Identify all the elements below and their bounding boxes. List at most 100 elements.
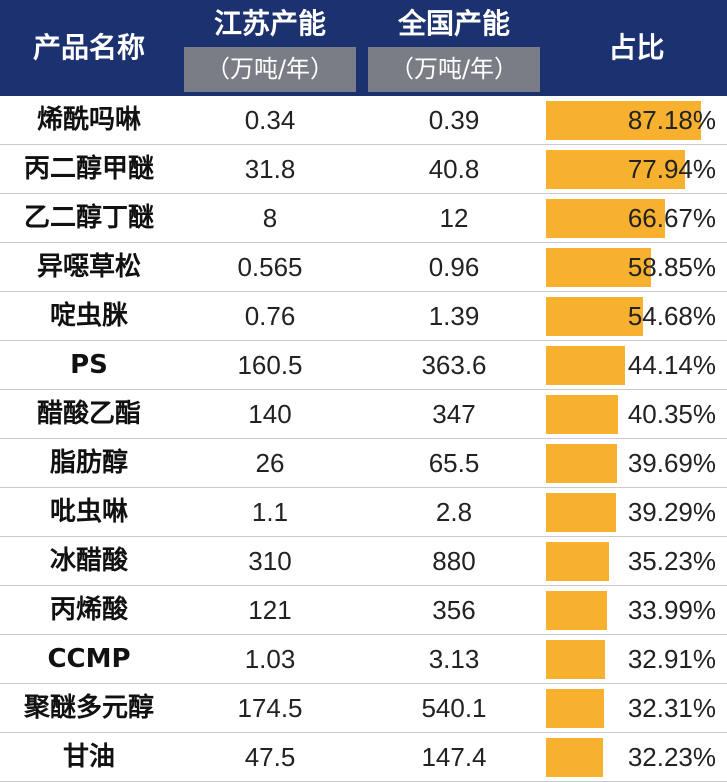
ratio-bar [546,297,644,336]
product-name-cell: 吡虫啉 [49,497,128,527]
table-header: 产品名称 江苏产能 全国产能 （万吨/年） （万吨/年） 占比 [0,0,727,96]
ratio-label: 44.14% [627,350,716,380]
national-capacity-cell: 40.8 [428,154,480,184]
national-capacity-cell: 356 [432,595,476,625]
row-divider [0,291,727,292]
ratio-bar [546,738,604,777]
jiangsu-capacity-cell: 310 [248,546,292,576]
table-row: 啶虫脒 0.76 1.39 54.68% [0,292,727,341]
jiangsu-capacity-cell: 26 [255,448,285,478]
ratio-bar [546,640,605,679]
ratio-bar [546,248,651,287]
row-divider [0,389,727,390]
row-divider [0,144,727,145]
table-row: 乙二醇丁醚 8 12 66.67% [0,194,727,243]
national-capacity-cell: 347 [432,399,476,429]
national-capacity-cell: 363.6 [421,350,487,380]
table-row: 异噁草松 0.565 0.96 58.85% [0,243,727,292]
ratio-label: 39.69% [627,448,716,478]
national-capacity-cell: 1.39 [428,301,480,331]
product-name-cell: 甘油 [62,742,115,772]
table-row: 醋酸乙酯 140 347 40.35% [0,390,727,439]
product-name-cell: PS [70,350,108,380]
national-capacity-cell: 880 [432,546,476,576]
ratio-bar [546,689,604,728]
ratio-bar [546,101,702,140]
row-divider [0,683,727,684]
jiangsu-capacity-cell: 1.03 [244,644,296,674]
row-divider [0,634,727,635]
jiangsu-capacity-cell: 174.5 [237,693,303,723]
table-row: 烯酰吗啉 0.34 0.39 87.18% [0,96,727,145]
ratio-label: 32.23% [627,742,716,772]
national-capacity-cell: 65.5 [428,448,480,478]
table-row: 吡虫啉 1.1 2.8 39.29% [0,488,727,537]
national-capacity-cell: 3.13 [428,644,480,674]
jiangsu-capacity-cell: 8 [262,203,278,233]
row-divider [0,438,727,439]
row-divider [0,340,727,341]
national-capacity-cell: 2.8 [435,497,473,527]
ratio-label: 66.67% [627,203,716,233]
national-capacity-cell: 0.39 [428,105,480,135]
row-divider [0,193,727,194]
ratio-bar [546,444,617,483]
product-name-cell: 脂肪醇 [49,448,128,478]
product-name-cell: 乙二醇丁醚 [23,203,154,233]
row-divider [0,536,727,537]
jiangsu-capacity-cell: 0.76 [244,301,296,331]
table-row: 冰醋酸 310 880 35.23% [0,537,727,586]
product-name-cell: 冰醋酸 [49,546,128,576]
ratio-label: 39.29% [627,497,716,527]
ratio-bar [546,591,607,630]
ratio-bar [546,150,685,189]
ratio-bar [546,493,616,532]
product-name-cell: 烯酰吗啉 [36,105,141,135]
ratio-label: 40.35% [627,399,716,429]
national-capacity-cell: 0.96 [428,252,480,282]
header-product-name: 产品名称 [32,31,145,64]
national-capacity-cell: 12 [439,203,469,233]
product-name-cell: CCMP [47,644,131,674]
header-jiangsu-capacity: 江苏产能 [213,7,326,40]
ratio-bar [546,542,609,581]
header-ratio: 占比 [608,31,665,64]
product-name-cell: 丙烯酸 [49,595,128,625]
jiangsu-capacity-cell: 0.565 [237,252,303,282]
header-national-capacity: 全国产能 [397,7,510,40]
jiangsu-capacity-cell: 47.5 [244,742,296,772]
jiangsu-capacity-cell: 140 [248,399,292,429]
row-divider [0,585,727,586]
product-name-cell: 聚醚多元醇 [23,693,154,723]
jiangsu-capacity-cell: 1.1 [251,497,289,527]
ratio-label: 77.94% [627,154,716,184]
product-name-cell: 异噁草松 [36,252,141,282]
table-row: PS 160.5 363.6 44.14% [0,341,727,390]
product-name-cell: 啶虫脒 [49,301,128,331]
table-row: 脂肪醇 26 65.5 39.69% [0,439,727,488]
ratio-label: 33.99% [627,595,716,625]
ratio-label: 35.23% [627,546,716,576]
jiangsu-capacity-cell: 160.5 [237,350,303,380]
jiangsu-capacity-cell: 0.34 [244,105,296,135]
table-row: 聚醚多元醇 174.5 540.1 32.31% [0,684,727,733]
national-capacity-cell: 540.1 [421,693,487,723]
header-jiangsu-unit: （万吨/年） [184,47,356,92]
table-row: 丙烯酸 121 356 33.99% [0,586,727,635]
ratio-label: 58.85% [627,252,716,282]
ratio-bar [546,346,625,385]
ratio-label: 32.31% [627,693,716,723]
ratio-bar [546,395,618,434]
product-name-cell: 醋酸乙酯 [36,399,141,429]
row-divider [0,487,727,488]
national-capacity-cell: 147.4 [421,742,487,772]
table-row: CCMP 1.03 3.13 32.91% [0,635,727,684]
row-divider [0,732,727,733]
ratio-label: 87.18% [627,105,716,135]
table-row: 甘油 47.5 147.4 32.23% [0,733,727,782]
ratio-label: 32.91% [627,644,716,674]
jiangsu-capacity-cell: 121 [248,595,292,625]
product-name-cell: 丙二醇甲醚 [23,154,154,184]
ratio-bar [546,199,665,238]
